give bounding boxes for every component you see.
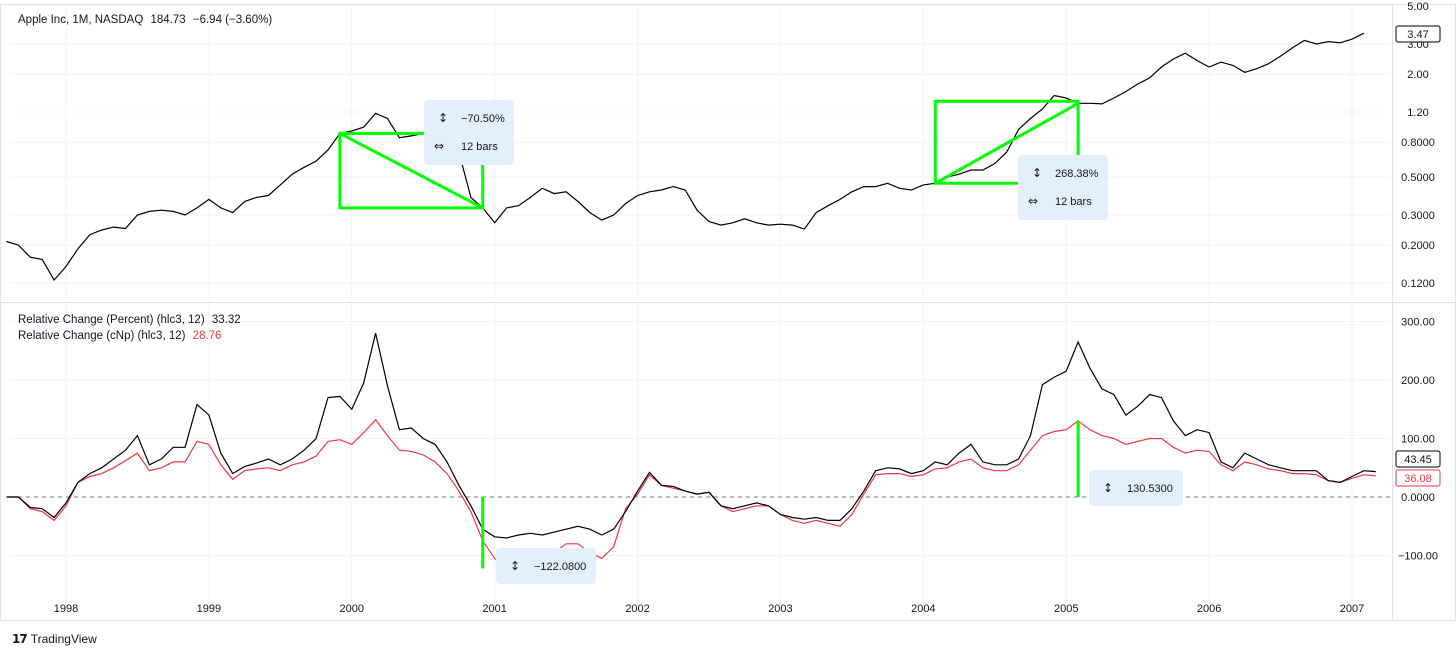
price-tick-label: 0.5000	[1401, 172, 1435, 184]
price-tick-label: 0.1200	[1401, 278, 1435, 290]
vertical-range-icon: ↕	[438, 111, 448, 125]
price-value: 184.73	[150, 14, 186, 26]
range-measure-box	[933, 99, 1080, 185]
symbol-label: Apple Inc, 1M, NASDAQ	[18, 14, 144, 26]
cnp-last-value-bg	[1395, 469, 1441, 487]
indicator-tick-label: 0.0000	[1401, 492, 1435, 504]
range-measure-label-bg	[1018, 155, 1108, 220]
range-measure-diagonal	[934, 101, 1079, 185]
x-tick-label: 1998	[54, 603, 78, 615]
vertical-range-icon: ↕	[1032, 166, 1042, 180]
percent-last-value: 43.45	[1404, 454, 1432, 466]
range-change-label: −70.50%	[461, 113, 505, 125]
x-tick-label: 2006	[1197, 603, 1221, 615]
x-tick-label: 2007	[1340, 603, 1364, 615]
price-tick-label: 0.8000	[1401, 137, 1435, 149]
range-bars-label: 12 bars	[461, 141, 498, 153]
x-tick-label: 2003	[768, 603, 792, 615]
indicator-cnp-label: Relative Change (cNp) (hlc3, 12)	[18, 330, 186, 342]
x-tick-label: 2002	[625, 603, 649, 615]
tradingview-footer[interactable]: 𝟭𝟳 TradingView	[12, 632, 97, 646]
indicator-tick-label: 100.00	[1401, 434, 1435, 446]
indicator-tick-label: −100.00	[1398, 551, 1438, 563]
tradingview-brand: TradingView	[30, 632, 97, 646]
percent-series-line	[6, 333, 1376, 539]
x-tick-label: 2001	[482, 603, 506, 615]
range-measure-diagonal	[339, 132, 484, 210]
price-legend: Apple Inc, 1M, NASDAQ 184.73 −6.94 (−3.6…	[18, 12, 276, 28]
indicator-tick-label: 200.00	[1401, 375, 1435, 387]
indicator-percent-value: 33.32	[211, 314, 241, 326]
indicator-tick-label: 300.00	[1401, 317, 1435, 329]
price-tick-label: 0.3000	[1401, 210, 1435, 222]
price-change: −6.94 (−3.60%)	[192, 14, 273, 26]
range-bars-label: 12 bars	[1055, 196, 1092, 208]
indicator-percent-label: Relative Change (Percent) (hlc3, 12)	[18, 314, 205, 326]
price-series-line	[6, 32, 1365, 282]
range-measure-box	[338, 131, 485, 210]
indicator-cnp-value: 28.76	[192, 330, 222, 342]
x-tick-label: 2005	[1054, 603, 1078, 615]
x-tick-label: 2000	[340, 603, 364, 615]
price-tick-label: 2.00	[1407, 69, 1428, 81]
vertical-range-icon: ↕	[1103, 481, 1113, 495]
price-tick-label: 1.20	[1407, 107, 1428, 119]
range-measure-label-bg	[424, 100, 514, 165]
percent-last-value-bg	[1395, 450, 1441, 468]
price-last-value: 3.47	[1407, 29, 1428, 41]
bars-range-icon: ⇔	[1028, 194, 1038, 208]
indicator-legend: Relative Change (Percent) (hlc3, 12) 33.…	[18, 312, 245, 344]
indicator-cnp-row[interactable]: Relative Change (cNp) (hlc3, 12) 28.76	[18, 328, 245, 344]
tradingview-logo-icon: 𝟭𝟳	[12, 632, 28, 646]
price-tick-label: 0.2000	[1401, 240, 1435, 252]
vertical-range-icon: ↕	[510, 559, 520, 573]
price-measure-label-bg	[1089, 470, 1183, 506]
cnp-last-value: 36.08	[1404, 473, 1432, 485]
x-tick-label: 2004	[911, 603, 935, 615]
range-change-label: 268.38%	[1055, 168, 1099, 180]
x-tick-label: 1999	[197, 603, 221, 615]
price-measure-label-bg	[496, 548, 596, 584]
price-last-value-bg	[1395, 25, 1441, 43]
price-tick-label: 5.00	[1407, 1, 1428, 13]
indicator-percent-row[interactable]: Relative Change (Percent) (hlc3, 12) 33.…	[18, 312, 245, 328]
price-measure-label: −122.0800	[534, 561, 586, 573]
bars-range-icon: ⇔	[434, 139, 444, 153]
price-measure-label: 130.5300	[1127, 483, 1173, 495]
